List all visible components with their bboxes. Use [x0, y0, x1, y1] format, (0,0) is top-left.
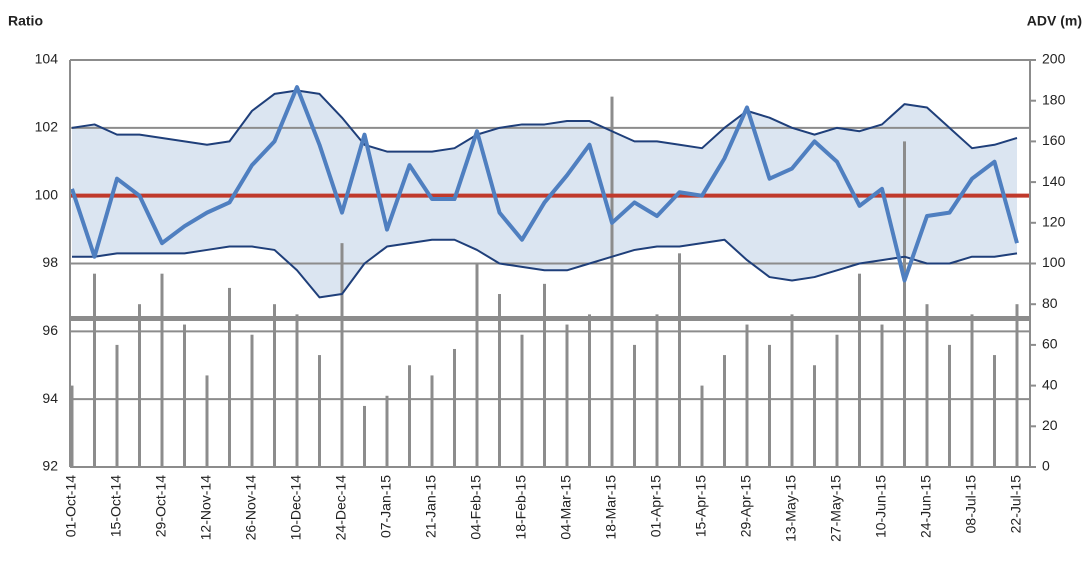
adv-bar — [678, 253, 681, 467]
x-tick-label: 15-Apr-15 — [693, 475, 709, 537]
y-tick-label: 96 — [42, 322, 58, 338]
y2-tick-label: 0 — [1042, 458, 1050, 474]
adv-bar — [205, 375, 209, 467]
adv-bar — [835, 334, 839, 467]
x-tick-label: 10-Jun-15 — [873, 475, 889, 538]
adv-bar — [655, 314, 659, 467]
y2-tick-label: 160 — [1042, 132, 1066, 148]
adv-bar — [520, 334, 524, 467]
x-tick-label: 22-Jul-15 — [1008, 475, 1024, 534]
x-tick-label: 01-Apr-15 — [648, 475, 664, 537]
lower-band-line — [72, 238, 1018, 299]
adv-bar — [925, 304, 929, 467]
adv-bar — [93, 273, 96, 467]
adv-bar — [115, 344, 119, 467]
x-tick-label: 18-Mar-15 — [603, 475, 619, 540]
adv-bar — [430, 375, 434, 467]
adv-bar — [745, 324, 749, 467]
y-tick-label: 94 — [42, 390, 58, 406]
y2-tick-label: 120 — [1042, 214, 1066, 230]
y2-axis-label: ADV (m) — [1027, 13, 1082, 29]
adv-bar — [228, 287, 231, 467]
x-tick-label: 27-May-15 — [828, 475, 844, 542]
y-tick-label: 92 — [42, 458, 58, 474]
adv-bar — [588, 314, 591, 467]
adv-bar — [723, 355, 726, 467]
adv-bar — [700, 385, 704, 467]
y2-tick-label: 140 — [1042, 173, 1066, 189]
adv-bar — [1015, 304, 1019, 467]
x-tick-label: 04-Mar-15 — [558, 475, 574, 540]
adv-bar — [138, 304, 141, 467]
x-tick-label: 01-Oct-14 — [63, 475, 79, 537]
adv-bar — [880, 324, 884, 467]
adv-bar — [160, 273, 164, 467]
adv-bar — [633, 344, 636, 467]
x-tick-label: 08-Jul-15 — [963, 475, 979, 534]
adv-bar — [970, 314, 974, 467]
y-tick-label: 104 — [35, 51, 59, 67]
adv-bar — [813, 365, 816, 467]
y2-tick-label: 200 — [1042, 51, 1066, 67]
adv-bar — [408, 365, 411, 467]
adv-bar — [250, 334, 254, 467]
x-tick-label: 13-May-15 — [783, 475, 799, 542]
adv-bar — [475, 263, 479, 467]
upper-band-line — [71, 89, 1018, 153]
adv-bar — [70, 385, 74, 467]
x-tick-label: 26-Nov-14 — [243, 475, 259, 541]
adv-bar — [273, 304, 276, 467]
y2-tick-label: 60 — [1042, 336, 1058, 352]
x-tick-label: 10-Dec-14 — [288, 475, 304, 541]
adv-bar — [453, 348, 456, 467]
y2-tick-label: 80 — [1042, 295, 1058, 311]
adv-bar — [543, 283, 546, 467]
x-tick-label: 15-Oct-14 — [108, 475, 124, 537]
y-tick-label: 100 — [35, 186, 59, 202]
x-tick-label: 24-Jun-15 — [918, 475, 934, 538]
x-tick-label: 24-Dec-14 — [333, 475, 349, 541]
x-tick-label: 29-Apr-15 — [738, 475, 754, 537]
y-tick-label: 98 — [42, 254, 58, 270]
x-tick-label: 04-Feb-15 — [468, 475, 484, 540]
adv-bar — [183, 324, 186, 467]
y2-tick-label: 100 — [1042, 254, 1066, 270]
adv-bar — [993, 355, 996, 467]
x-tick-label: 12-Nov-14 — [198, 475, 214, 541]
adv-bar — [768, 344, 771, 467]
x-tick-label: 21-Jan-15 — [423, 475, 439, 538]
adv-bar — [295, 314, 299, 467]
y2-tick-label: 20 — [1042, 417, 1058, 433]
adv-bar — [340, 243, 344, 467]
y-tick-label: 102 — [35, 119, 59, 135]
adv-bar — [363, 405, 366, 467]
adv-bar — [565, 324, 569, 467]
adv-bar — [903, 141, 906, 467]
ratio-line — [70, 85, 1019, 283]
x-tick-label: 07-Jan-15 — [378, 475, 394, 538]
adv-bar — [858, 273, 861, 467]
adv-bar — [790, 314, 794, 467]
y2-tick-label: 180 — [1042, 91, 1066, 107]
y-axis-label: Ratio — [8, 13, 43, 29]
adv-bar — [318, 355, 321, 467]
adv-bar — [498, 294, 501, 467]
adv-bar — [385, 395, 389, 467]
x-tick-label: 18-Feb-15 — [513, 475, 529, 540]
x-tick-label: 29-Oct-14 — [153, 475, 169, 537]
adv-bar — [948, 344, 951, 467]
adv-bar — [610, 96, 614, 467]
y2-tick-label: 40 — [1042, 376, 1058, 392]
